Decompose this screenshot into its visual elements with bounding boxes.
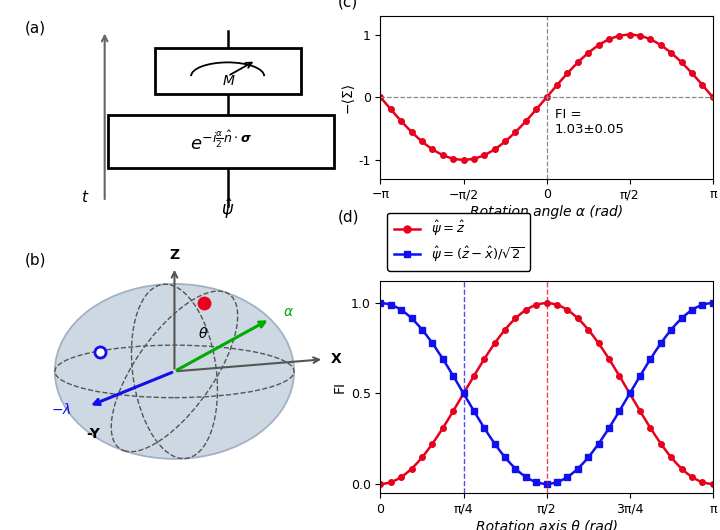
Y-axis label: FI: FI: [333, 381, 346, 393]
Text: $t$: $t$: [81, 189, 89, 205]
Text: $\theta$: $\theta$: [198, 326, 208, 341]
FancyBboxPatch shape: [108, 115, 334, 168]
Text: $\hat{\psi}$: $\hat{\psi}$: [221, 196, 234, 220]
Circle shape: [55, 284, 294, 459]
Text: $e^{-i\frac{\alpha}{2}\hat{n}\cdot\boldsymbol{\sigma}}$: $e^{-i\frac{\alpha}{2}\hat{n}\cdot\bolds…: [190, 130, 252, 153]
X-axis label: Rotation angle α (rad): Rotation angle α (rad): [470, 206, 624, 219]
Text: (b): (b): [25, 252, 46, 267]
Text: (c): (c): [337, 0, 358, 10]
Text: $\alpha$: $\alpha$: [284, 305, 294, 320]
Y-axis label: −⟨Σ⟩: −⟨Σ⟩: [341, 82, 354, 113]
Text: FI =
1.03±0.05: FI = 1.03±0.05: [554, 109, 624, 137]
Text: $M$: $M$: [222, 74, 235, 88]
Text: (d): (d): [337, 209, 359, 224]
FancyBboxPatch shape: [155, 48, 301, 94]
Text: (a): (a): [25, 20, 46, 35]
Text: X: X: [330, 352, 341, 366]
Legend: $\hat{\psi} = \hat{z}$, $\hat{\psi} = (\hat{z} - \hat{x})/\sqrt{2}$: $\hat{\psi} = \hat{z}$, $\hat{\psi} = (\…: [387, 213, 530, 271]
Text: -Y: -Y: [86, 427, 100, 441]
Text: Z: Z: [169, 248, 179, 262]
Text: $-\lambda$: $-\lambda$: [51, 402, 72, 417]
X-axis label: Rotation axis θ (rad): Rotation axis θ (rad): [476, 520, 618, 530]
